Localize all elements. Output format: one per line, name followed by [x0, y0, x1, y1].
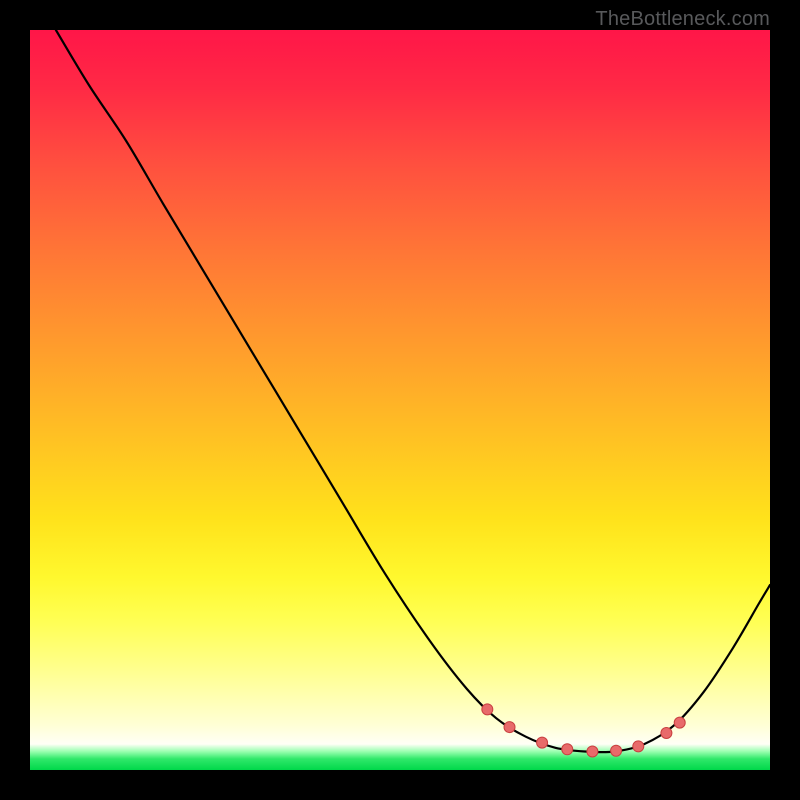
- data-markers: [482, 704, 685, 757]
- data-marker: [611, 745, 622, 756]
- watermark-text: TheBottleneck.com: [595, 8, 770, 31]
- data-marker: [537, 737, 548, 748]
- data-marker: [661, 728, 672, 739]
- chart-container: TheBottleneck.com: [0, 0, 800, 800]
- plot-area: [30, 30, 770, 770]
- bottleneck-curve: [56, 30, 770, 752]
- data-marker: [482, 704, 493, 715]
- curve-layer: [30, 30, 770, 770]
- data-marker: [633, 741, 644, 752]
- data-marker: [562, 744, 573, 755]
- data-marker: [674, 717, 685, 728]
- data-marker: [504, 722, 515, 733]
- data-marker: [587, 746, 598, 757]
